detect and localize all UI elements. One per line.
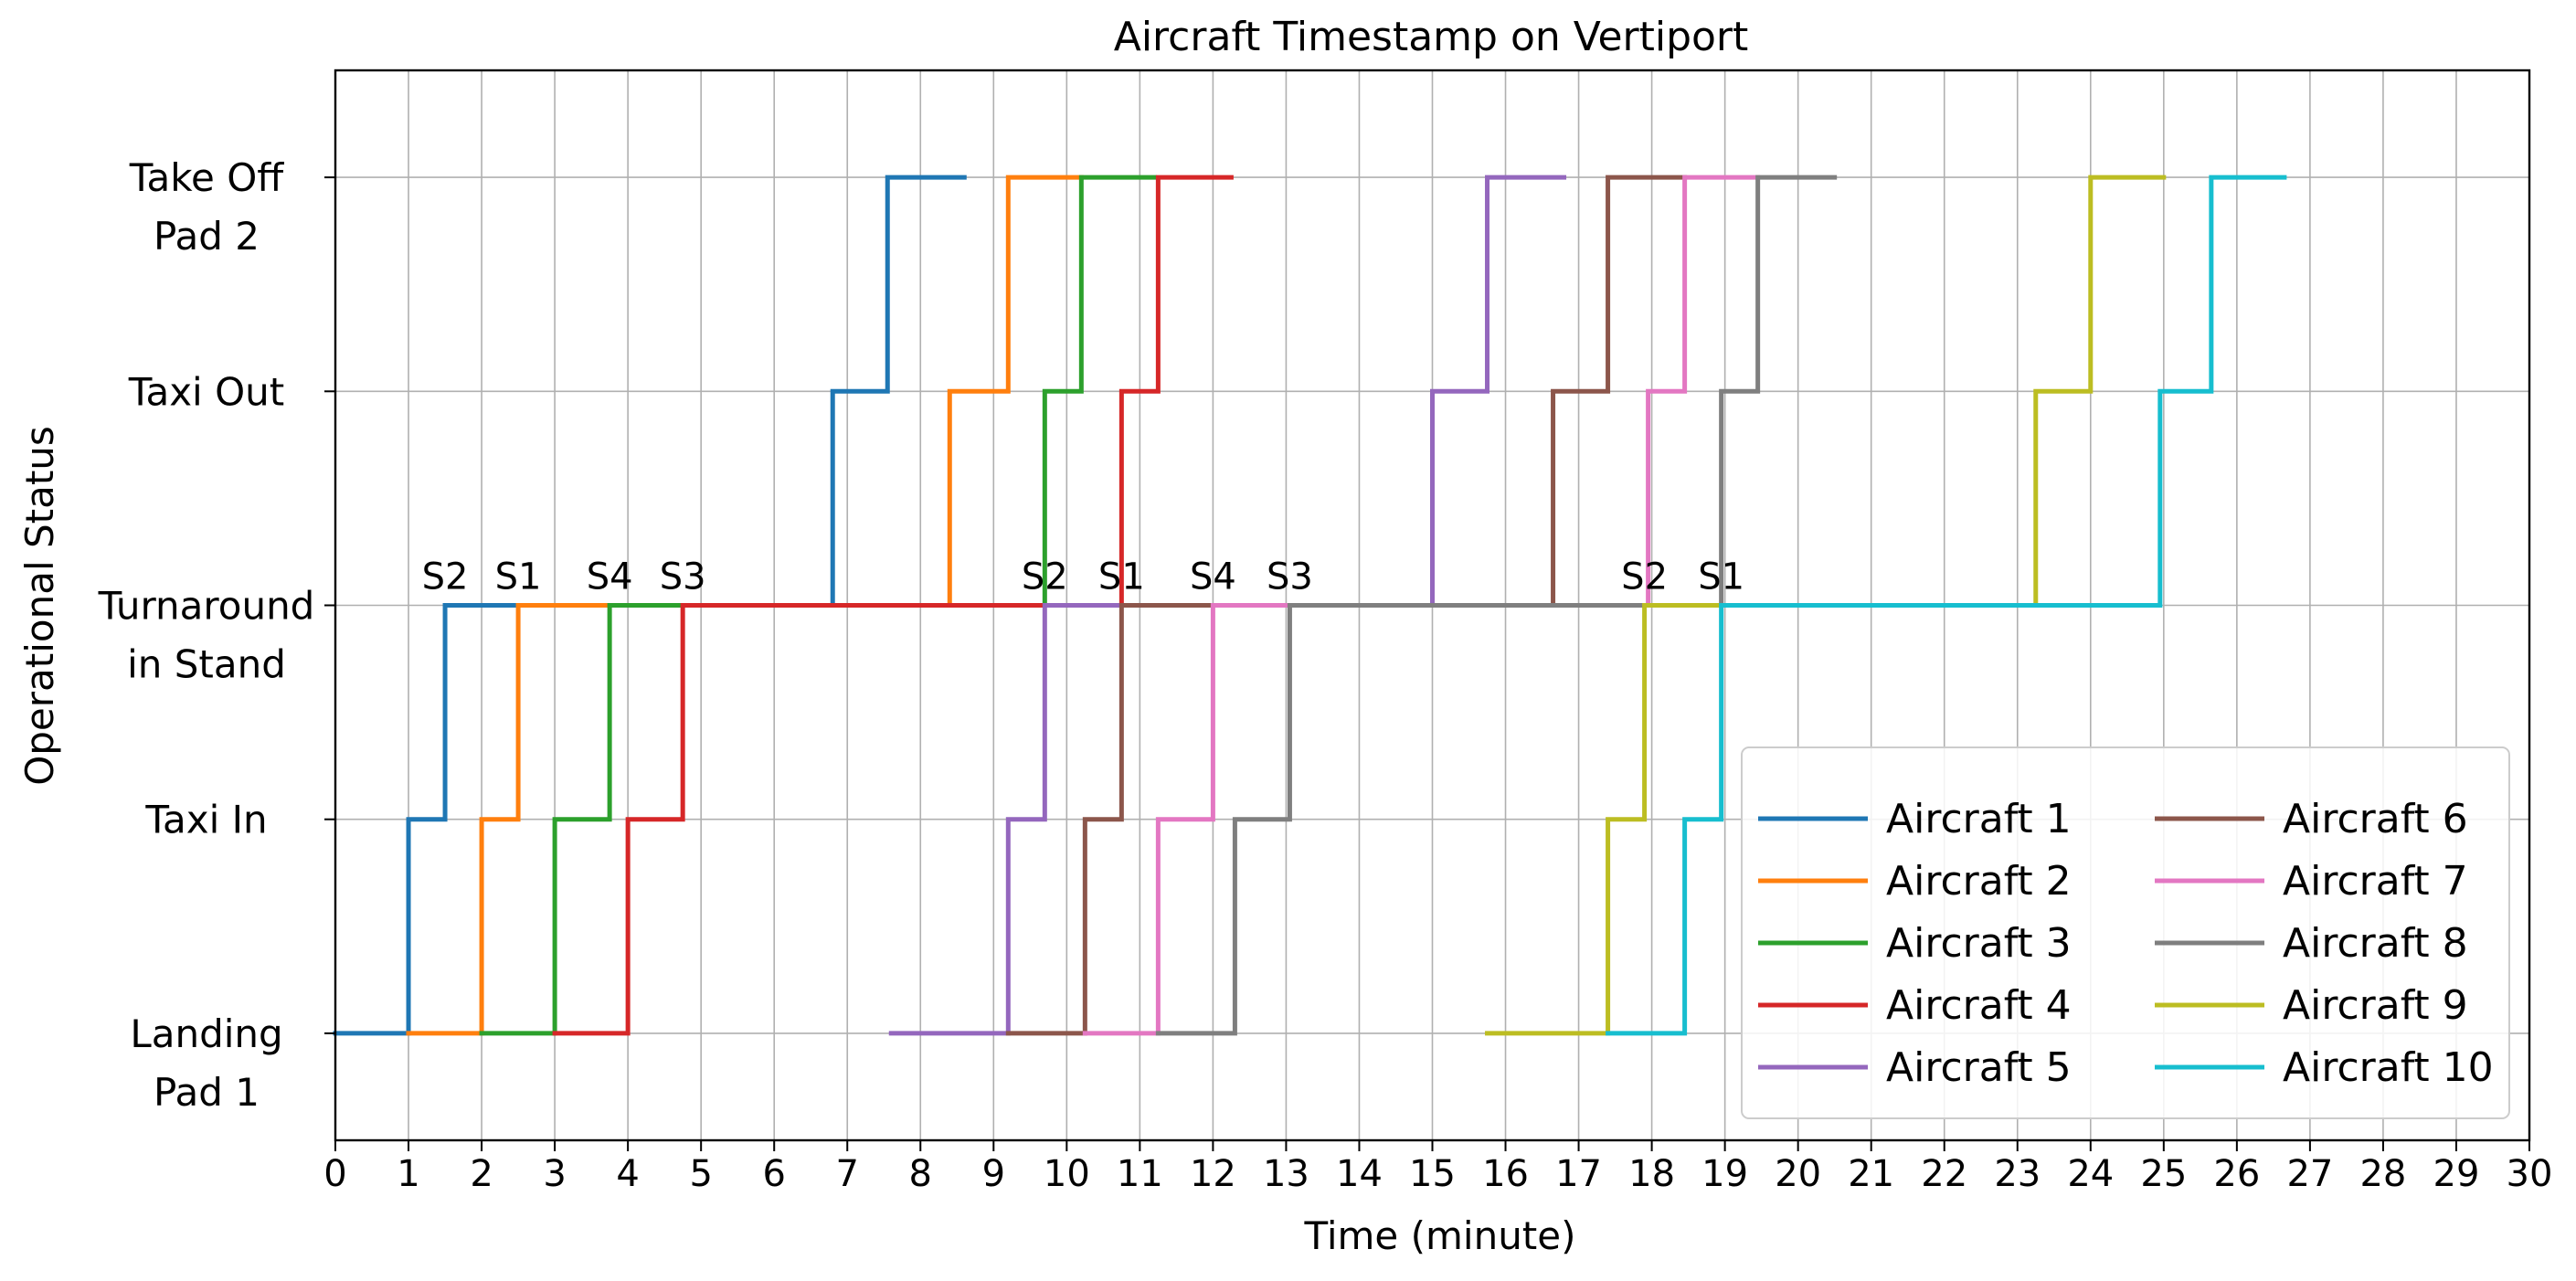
- annotation-s3: S3: [1267, 556, 1313, 598]
- annotation-s1: S1: [495, 556, 542, 598]
- legend-label-aircraft-6: Aircraft 6: [2283, 796, 2468, 842]
- x-tick-label: 18: [1628, 1153, 1675, 1195]
- x-axis-ticks: 0 1 2 3 4 5 6 7 8 9 10 11 12 13 14 15 16 17 18 19 20 21 22 23 24…: [323, 1140, 2552, 1195]
- y-axis-label: Operational Status: [17, 426, 62, 786]
- x-tick-label: 20: [1775, 1153, 1821, 1195]
- y-tick-label-taxi-out: Taxi Out: [128, 369, 284, 414]
- x-tick-label: 10: [1044, 1153, 1090, 1195]
- x-tick-label: 30: [2507, 1153, 2553, 1195]
- x-tick-label: 24: [2067, 1153, 2114, 1195]
- x-tick-label: 17: [1555, 1153, 1602, 1195]
- x-tick-label: 21: [1848, 1153, 1894, 1195]
- x-tick-label: 1: [397, 1153, 419, 1195]
- x-tick-label: 5: [689, 1153, 712, 1195]
- annotation-s2: S2: [1621, 556, 1668, 598]
- x-tick-label: 23: [1994, 1153, 2041, 1195]
- x-tick-label: 8: [909, 1153, 932, 1195]
- x-tick-label: 4: [616, 1153, 639, 1195]
- x-tick-label: 9: [982, 1153, 1005, 1195]
- legend: Aircraft 1 Aircraft 2 Aircraft 3 Aircraft 4…: [1741, 746, 2510, 1119]
- x-tick-label: 11: [1117, 1153, 1163, 1195]
- x-tick-label: 29: [2433, 1153, 2480, 1195]
- series-aircraft-4: [552, 175, 1234, 1036]
- annotation-s2: S2: [422, 556, 469, 598]
- x-tick-label: 14: [1336, 1153, 1383, 1195]
- legend-label-aircraft-8: Aircraft 8: [2283, 920, 2468, 967]
- legend-label-aircraft-5: Aircraft 5: [1886, 1044, 2072, 1091]
- annotation-s1: S1: [1098, 556, 1145, 598]
- x-tick-label: 15: [1409, 1153, 1456, 1195]
- annotation-s1: S1: [1698, 556, 1744, 598]
- x-tick-label: 27: [2286, 1153, 2333, 1195]
- x-tick-label: 2: [470, 1153, 493, 1195]
- series-aircraft-10: [1606, 175, 2287, 1036]
- y-tick-label-landing: Landing Pad 1: [130, 1011, 282, 1115]
- series-layer: [333, 175, 2287, 1036]
- y-tick-label-turnaround: Turnaround in Stand: [98, 584, 315, 687]
- x-axis-label: Time (minute): [1303, 1213, 1575, 1258]
- x-tick-label: 25: [2140, 1153, 2187, 1195]
- x-tick-label: 22: [1921, 1153, 1967, 1195]
- y-axis-ticks: Landing Pad 1 Taxi In Turnaround in Stand Tax…: [98, 155, 335, 1115]
- series-aircraft-8: [1155, 175, 1838, 1036]
- legend-label-aircraft-2: Aircraft 2: [1886, 858, 2072, 905]
- legend-box: [1741, 746, 2510, 1119]
- legend-label-aircraft-10: Aircraft 10: [2283, 1044, 2494, 1091]
- legend-label-aircraft-7: Aircraft 7: [2283, 858, 2468, 905]
- x-tick-label: 19: [1701, 1153, 1748, 1195]
- x-tick-label: 6: [762, 1153, 785, 1195]
- x-tick-label: 7: [836, 1153, 859, 1195]
- y-tick-label-take-off: Take Off Pad 2: [129, 155, 285, 259]
- y-tick-label-taxi-in: Taxi In: [144, 798, 267, 842]
- annotations: S2 S1 S4 S3 S2 S1 S4 S3 S2 S1: [422, 556, 1744, 598]
- x-tick-label: 26: [2213, 1153, 2260, 1195]
- legend-label-aircraft-4: Aircraft 4: [1886, 982, 2072, 1029]
- annotation-s4: S4: [1190, 556, 1236, 598]
- legend-label-aircraft-1: Aircraft 1: [1886, 796, 2072, 842]
- x-tick-label: 13: [1263, 1153, 1309, 1195]
- x-tick-label: 3: [543, 1153, 566, 1195]
- x-tick-label: 28: [2359, 1153, 2406, 1195]
- annotation-s4: S4: [587, 556, 633, 598]
- chart-title: Aircraft Timestamp on Vertiport: [1114, 14, 1749, 60]
- legend-label-aircraft-3: Aircraft 3: [1886, 920, 2072, 967]
- x-tick-label: 0: [323, 1153, 346, 1195]
- annotation-s2: S2: [1022, 556, 1068, 598]
- legend-label-aircraft-9: Aircraft 9: [2283, 982, 2468, 1029]
- x-tick-label: 12: [1190, 1153, 1236, 1195]
- annotation-s3: S3: [660, 556, 706, 598]
- x-tick-label: 16: [1482, 1153, 1529, 1195]
